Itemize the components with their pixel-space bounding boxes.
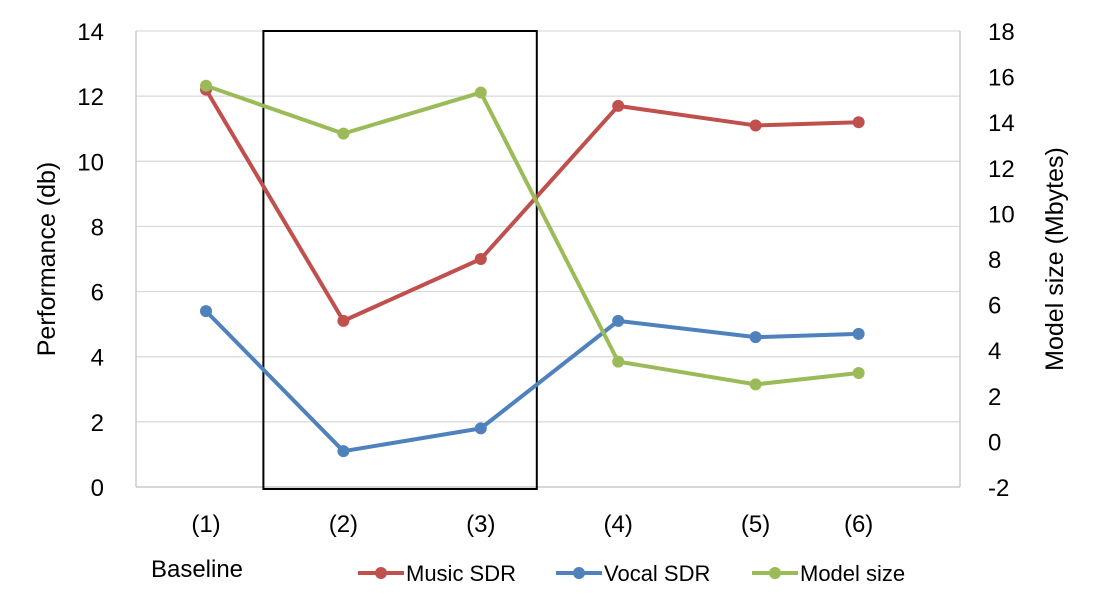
left-tick-label: 2 xyxy=(91,410,104,437)
model-size-point xyxy=(852,367,865,379)
category-tick-label: (6) xyxy=(844,511,873,538)
music-sdr-point xyxy=(474,253,487,265)
right-tick-label: 2 xyxy=(988,384,1001,411)
vocal-sdr-point xyxy=(200,305,212,318)
series-layer xyxy=(200,79,865,458)
right-axis-title: Model size (Mbytes) xyxy=(1041,147,1069,371)
music-sdr-point xyxy=(612,99,625,112)
category-tick-label: (3) xyxy=(466,511,495,538)
left-tick-label: 12 xyxy=(77,84,104,111)
model-size-line xyxy=(205,83,859,387)
legend: Music SDR Vocal SDR Model size xyxy=(358,561,905,586)
legend-label: Model size xyxy=(800,561,905,586)
legend-label: Vocal SDR xyxy=(604,561,710,586)
category-tick-label: (1) xyxy=(191,511,220,538)
legend-label: Music SDR xyxy=(406,561,516,586)
legend-item-model-size: Model size xyxy=(752,561,905,586)
legend-marker xyxy=(375,567,387,579)
tick-labels: 0 2 4 6 8 10 12 14 -2 0 2 4 6 8 10 12 14 16 18 (1) (2) (3) (4)… xyxy=(77,19,1014,538)
right-tick-label: 6 xyxy=(988,293,1001,320)
right-tick-label: 14 xyxy=(988,110,1015,137)
vocal-sdr-point xyxy=(749,331,762,344)
music-sdr-line xyxy=(204,88,859,323)
music-sdr-point xyxy=(337,314,350,327)
legend-item-music-sdr: Music SDR xyxy=(358,561,516,586)
left-tick-label: 14 xyxy=(77,19,104,46)
legend-marker xyxy=(769,567,781,579)
right-tick-label: 16 xyxy=(988,65,1015,92)
left-axis-title: Performance (db) xyxy=(33,162,61,357)
music-sdr-point xyxy=(852,116,865,129)
category-tick-label: (5) xyxy=(741,511,770,538)
left-tick-label: 4 xyxy=(91,345,104,372)
model-size-point xyxy=(612,355,625,368)
axes xyxy=(135,31,961,488)
right-tick-label: 12 xyxy=(988,156,1015,183)
model-size-point xyxy=(474,86,487,99)
vocal-sdr-point xyxy=(474,422,487,435)
legend-marker xyxy=(573,567,585,579)
right-tick-label: 10 xyxy=(988,201,1015,228)
legend-item-vocal-sdr: Vocal SDR xyxy=(556,561,710,586)
baseline-label: Baseline xyxy=(151,556,243,583)
music-sdr-point xyxy=(749,119,762,132)
right-tick-label: 8 xyxy=(988,247,1001,274)
model-size-point xyxy=(749,378,762,391)
vocal-sdr-point xyxy=(612,314,625,327)
vocal-sdr-point xyxy=(852,327,865,340)
right-tick-label: 4 xyxy=(988,338,1001,365)
right-tick-label: 0 xyxy=(988,429,1001,456)
vocal-sdr-line xyxy=(204,309,859,454)
vocal-sdr-point xyxy=(337,445,350,458)
highlight-box xyxy=(262,30,538,490)
right-tick-label: -2 xyxy=(988,475,1009,502)
left-tick-label: 0 xyxy=(91,475,104,502)
right-tick-label: 18 xyxy=(988,19,1015,46)
left-tick-label: 10 xyxy=(77,149,104,176)
category-tick-label: (4) xyxy=(604,511,633,538)
highlight-box-layer xyxy=(262,30,538,490)
model-size-point xyxy=(200,79,212,92)
left-tick-label: 8 xyxy=(91,214,104,241)
model-size-point xyxy=(337,127,350,140)
category-tick-label: (2) xyxy=(329,511,358,538)
left-tick-label: 6 xyxy=(91,280,104,307)
